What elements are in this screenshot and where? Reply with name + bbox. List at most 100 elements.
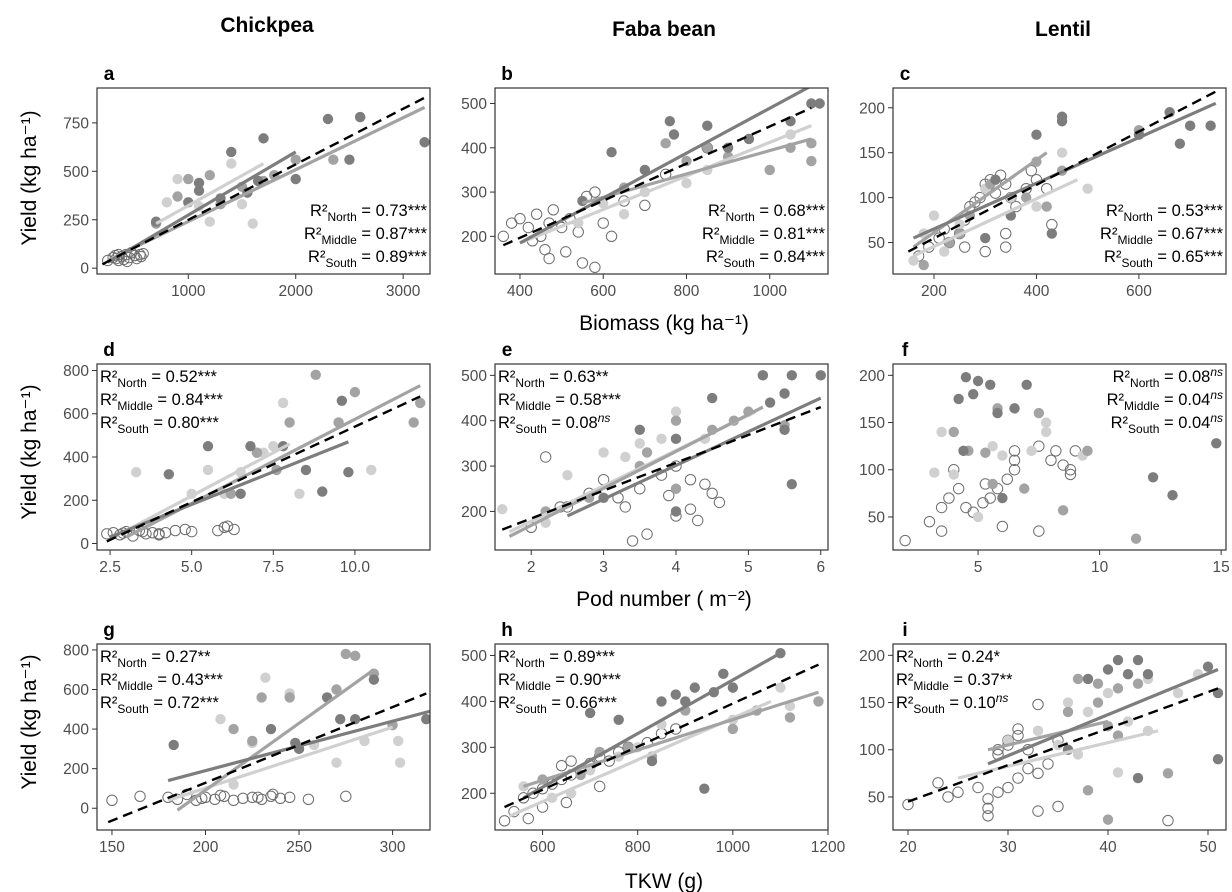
point-open [237,792,249,805]
stat-group-subscript: Middle [719,233,755,247]
stat-south: R²South = 0.84*** [706,248,826,270]
point-open [932,777,944,789]
y-tick-label: 50 [868,235,886,252]
stat-value: = 0.04 [1159,414,1210,432]
point-north [1147,472,1159,483]
point-south [948,469,959,480]
stat-r2-symbol: R² [100,414,118,432]
y-tick-label: 500 [461,368,487,385]
point-open [539,451,552,463]
stat-middle: R²Middle = 0.90*** [498,671,622,693]
point-north [1211,438,1222,449]
point-north [656,696,667,707]
point-open [982,793,994,805]
stat-value: = 0.66*** [547,694,618,712]
panel-frame [892,643,1227,831]
x-tick-label: 400 [507,283,533,300]
point-middle [331,684,342,695]
point-middle [284,692,295,703]
point-open [214,789,227,802]
stat-value: = 0.90*** [551,671,622,689]
point-middle [172,191,183,202]
point-north [985,379,996,390]
point-middle [641,447,653,458]
point-middle [1092,678,1104,689]
point-north [226,146,237,158]
stat-r2-symbol: R² [1100,225,1118,243]
point-open [935,501,948,514]
x-tick-label: 800 [625,839,651,856]
point-north [245,440,256,452]
point-open [517,792,530,804]
point-middle [340,648,352,660]
fit-south [519,124,812,245]
stat-south: R²South = 0.10ns [896,691,1008,716]
panel-frame [494,87,829,275]
y-tick-label: 600 [63,406,89,423]
point-open [992,786,1004,798]
panel-marks [106,648,430,824]
point-north [150,216,162,227]
point-open [670,460,682,472]
x-tick-label: 10.0 [340,559,371,576]
point-south [618,209,630,220]
point-middle [1033,407,1045,419]
stat-middle: R²Middle = 0.04ns [1107,388,1223,413]
panel-letter: c [900,64,911,85]
point-south [929,467,940,478]
point-middle [284,417,295,428]
y-tick-label: 150 [859,145,885,162]
x-tick-label: 2000 [278,283,313,300]
y-tick-label: 200 [63,761,89,778]
y-tick-label: 50 [868,509,886,526]
point-middle [918,259,929,271]
stat-r2-symbol: R² [896,648,914,666]
x-tick-label: 200 [193,839,219,856]
point-south [1056,147,1068,158]
y-tick-label: 0 [80,261,89,278]
point-open [1162,814,1174,827]
point-middle [1132,678,1144,689]
fit-overall [101,96,426,266]
stat-value: = 0.08 [1159,368,1210,386]
point-north [193,185,205,196]
fit-overall [907,687,1219,803]
point-middle [183,173,194,185]
stat-group-subscript: South [117,702,148,716]
stat-group-subscript: South [515,422,546,436]
point-south [394,757,406,768]
point-open [135,250,147,263]
stat-south: R²South = 0.04ns [1111,411,1223,436]
point-north [336,395,348,406]
fit-overall [106,395,421,543]
point-middle [1041,201,1052,212]
point-north [786,479,798,490]
stat-middle: R²Middle = 0.81*** [702,225,826,247]
panel-marks [899,372,1222,547]
stat-group-subscript: South [723,256,754,270]
y-tick-label: 400 [63,722,89,739]
point-north [1056,116,1068,127]
point-north [1167,490,1178,501]
point-north [1021,379,1032,390]
point-open [1032,767,1044,780]
stat-r2-symbol: R² [708,202,726,220]
stat-r2-symbol: R² [498,414,516,432]
point-open [547,204,559,216]
point-open [1064,468,1077,481]
point-open [218,790,230,803]
point-north [980,232,991,244]
stat-value: = 0.37** [949,671,1013,689]
y-tick-label: 400 [63,450,89,467]
point-open [952,482,965,495]
panel-letter: i [902,620,907,641]
stat-north: R²North = 0.08ns [1113,365,1223,390]
row-xlabel-1: Biomass (kg ha⁻¹) [579,312,749,335]
point-north [1132,772,1144,784]
point-middle [813,696,824,707]
point-north [668,129,680,140]
point-south [294,488,305,499]
y-tick-label: 0 [80,801,89,818]
stat-south: R²South = 0.80*** [100,414,220,436]
